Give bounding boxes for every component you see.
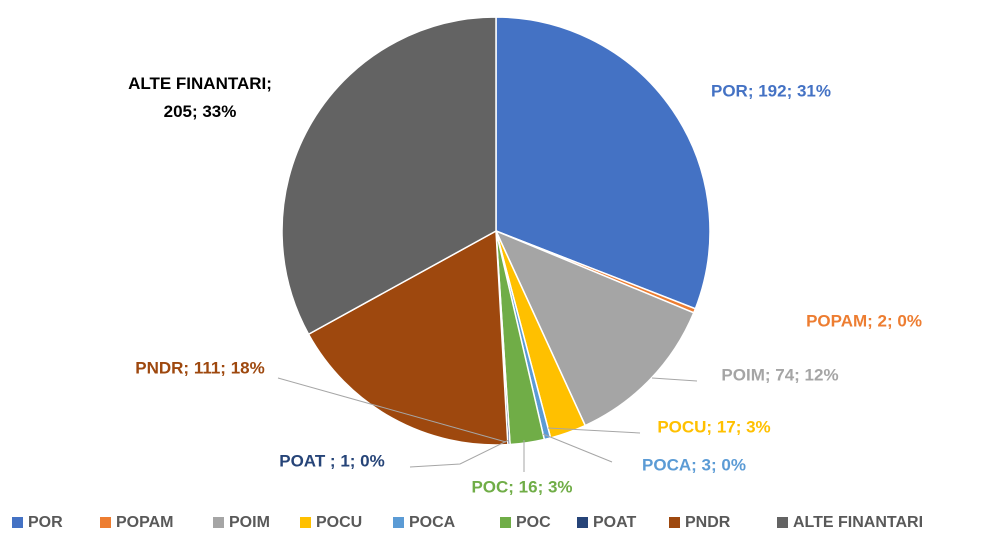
leader-line	[542, 433, 613, 463]
pie-slice	[494, 229, 695, 427]
legend: POR POPAM POIM POCU POCA POC POAT PNDR ALTE FINA…	[12, 514, 923, 531]
data-label: POCU; 17; 3%	[657, 417, 770, 436]
legend-swatch	[100, 517, 111, 528]
legend-label: POC	[516, 514, 551, 531]
legend-label: POR	[28, 514, 63, 531]
legend-swatch	[777, 517, 788, 528]
leader-line	[277, 377, 507, 443]
data-label: PNDR; 111; 18%	[135, 358, 264, 377]
data-label: ALTE FINANTARI; 205; 33%	[128, 74, 272, 121]
data-label: POPAM; 2; 0%	[806, 311, 922, 330]
legend-label: POAT	[593, 514, 636, 531]
legend-label: POPAM	[116, 514, 173, 531]
data-label-line: ALTE FINANTARI;	[128, 74, 272, 93]
legend-swatch	[12, 517, 23, 528]
legend-label: ALTE FINANTARI	[793, 514, 923, 531]
legend-swatch	[393, 517, 404, 528]
leader-line	[409, 439, 510, 468]
legend-swatch	[669, 517, 680, 528]
legend-swatch	[300, 517, 311, 528]
leader-line	[651, 377, 698, 382]
leader-line	[547, 427, 641, 434]
data-label: POAT ; 1; 0%	[279, 451, 384, 470]
legend-label: POCA	[409, 514, 456, 531]
pie-slice	[495, 16, 711, 310]
data-label: POCA; 3; 0%	[642, 455, 746, 474]
legend-label: POIM	[229, 514, 270, 531]
data-label: POR; 192; 31%	[711, 81, 831, 100]
data-label-line: 205; 33%	[164, 102, 237, 121]
legend-swatch	[213, 517, 224, 528]
legend-label: PNDR	[685, 514, 731, 531]
data-label: POC; 16; 3%	[471, 477, 572, 496]
legend-label: POCU	[316, 514, 362, 531]
pie-slice	[307, 229, 509, 446]
data-label: POIM; 74; 12%	[721, 365, 838, 384]
pie-slice	[281, 16, 497, 336]
legend-swatch	[500, 517, 511, 528]
legend-swatch	[577, 517, 588, 528]
